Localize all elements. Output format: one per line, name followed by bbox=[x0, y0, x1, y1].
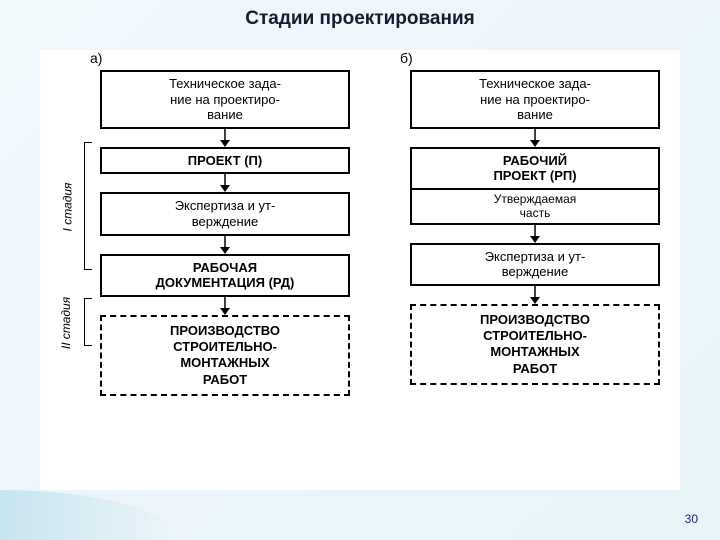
slide-decor bbox=[0, 490, 180, 540]
stage1-brace bbox=[84, 142, 92, 270]
arrow-icon bbox=[527, 225, 543, 243]
a-node-expertise: Экспертиза и ут- верждение bbox=[100, 192, 350, 235]
arrow-icon bbox=[217, 297, 233, 315]
flow-column-b: б) Техническое зада- ние на проектиро- в… bbox=[410, 50, 660, 385]
b-node-techspec: Техническое зада- ние на проектиро- вани… bbox=[410, 70, 660, 129]
col-b-label: б) bbox=[400, 50, 660, 66]
col-a-label: а) bbox=[90, 50, 350, 66]
arrow-icon bbox=[217, 174, 233, 192]
b-node-expertise: Экспертиза и ут- верждение bbox=[410, 243, 660, 286]
a-node-project: ПРОЕКТ (П) bbox=[100, 147, 350, 175]
arrow-icon bbox=[217, 236, 233, 254]
stage2-label: II стадия bbox=[59, 297, 73, 349]
arrow-icon bbox=[527, 286, 543, 304]
stage1-label: I стадия bbox=[60, 183, 74, 232]
arrow-icon bbox=[527, 129, 543, 147]
page-number: 30 bbox=[685, 512, 698, 526]
page-title: Стадии проектирования bbox=[0, 0, 720, 30]
stage2-brace bbox=[84, 298, 92, 346]
a-node-production: ПРОИЗВОДСТВО СТРОИТЕЛЬНО- МОНТАЖНЫХ РАБО… bbox=[100, 315, 350, 396]
diagram-area: I стадия II стадия а) Техническое зада- … bbox=[40, 50, 680, 490]
b-node-workproject: РАБОЧИЙ ПРОЕКТ (РП) bbox=[410, 147, 660, 190]
flow-column-a: а) Техническое зада- ние на проектиро- в… bbox=[100, 50, 350, 396]
a-node-techspec: Техническое зада- ние на проектиро- вани… bbox=[100, 70, 350, 129]
a-node-workdoc: РАБОЧАЯ ДОКУМЕНТАЦИЯ (РД) bbox=[100, 254, 350, 297]
b-node-approved-part: Утверждаемая часть bbox=[410, 190, 660, 225]
arrow-icon bbox=[217, 129, 233, 147]
b-node-production: ПРОИЗВОДСТВО СТРОИТЕЛЬНО- МОНТАЖНЫХ РАБО… bbox=[410, 304, 660, 385]
